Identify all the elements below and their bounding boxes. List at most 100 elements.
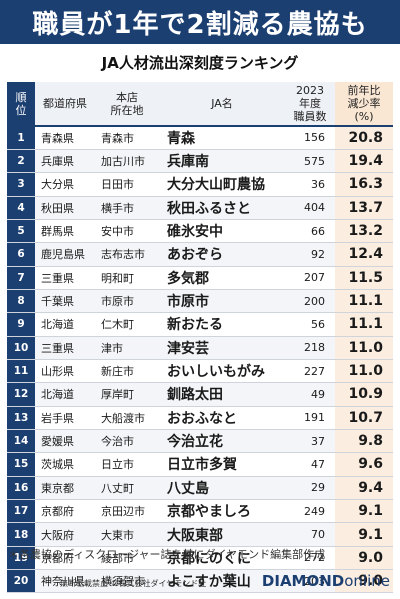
table-row: 10 三重県 津市 津安芸 218 11.0	[7, 336, 393, 360]
header-rank-line2: 位	[15, 103, 27, 117]
header-rate-line3: (%)	[354, 110, 374, 123]
rank-cell: 5	[7, 219, 35, 244]
header-staff-line2: 年度	[299, 97, 321, 110]
staff-count-cell: 207	[285, 266, 335, 290]
table-row: 4 秋田県 横手市 秋田ふるさと 404 13.7	[7, 196, 393, 220]
prefecture-cell: 青森県	[35, 126, 95, 150]
decrease-rate-cell: 11.0	[335, 336, 393, 360]
ja-name-cell: よこすか葉山	[159, 569, 285, 594]
header-city-line2: 所在地	[110, 103, 144, 117]
prefecture-cell: 岩手県	[35, 406, 95, 430]
table-row: 12 北海道 厚岸町 釧路太田 49 10.9	[7, 382, 393, 407]
table-row: 2 兵庫県 加古川市 兵庫南 575 19.4	[7, 149, 393, 174]
table-row: 15 茨城県 日立市 日立市多賀 47 9.6	[7, 452, 393, 477]
source-note: ＊各農協のディスクロージャー誌を基にダイヤモンド編集部作成	[8, 548, 326, 561]
prefecture-cell: 北海道	[35, 312, 95, 337]
head-office-cell: 大東市	[95, 522, 159, 547]
ja-name-cell: 秋田ふるさと	[159, 196, 285, 220]
ja-name-cell: 京都やましろ	[159, 499, 285, 524]
decrease-rate-cell: 19.4	[335, 149, 393, 174]
decrease-rate-cell: 9.0	[335, 569, 393, 594]
prefecture-cell: 東京都	[35, 476, 95, 501]
table-row: 11 山形県 新庄市 おいしいもがみ 227 11.0	[7, 359, 393, 384]
ja-name-cell: 八丈島	[159, 476, 285, 501]
decrease-rate-cell: 11.1	[335, 289, 393, 314]
prefecture-cell: 京都府	[35, 499, 95, 524]
prefecture-cell: 千葉県	[35, 289, 95, 314]
head-office-cell: 仁木町	[95, 312, 159, 337]
staff-count-cell: 36	[285, 172, 335, 197]
logo-suffix: online	[344, 572, 390, 590]
table-row: 8 千葉県 市原市 市原市 200 11.1	[7, 289, 393, 314]
rank-cell: 9	[7, 312, 35, 337]
staff-count-cell: 218	[285, 336, 335, 360]
prefecture-cell: 三重県	[35, 336, 95, 360]
rank-cell: 4	[7, 196, 35, 220]
decrease-rate-cell: 9.4	[335, 476, 393, 501]
prefecture-cell: 神奈川県	[35, 569, 95, 594]
staff-count-cell: 56	[285, 312, 335, 337]
head-office-cell: 八丈町	[95, 476, 159, 501]
prefecture-cell: 北海道	[35, 382, 95, 407]
ja-name-cell: 青森	[159, 126, 285, 150]
ja-name-cell: 釧路太田	[159, 382, 285, 407]
prefecture-cell: 群馬県	[35, 219, 95, 244]
header-staff-line3: 職員数	[293, 110, 327, 123]
rank-cell: 13	[7, 406, 35, 430]
table-body: 1 青森県 青森市 青森 156 20.8 2 兵庫県 加古川市 兵庫南 575 19.4 3 大分県 日田…	[7, 126, 393, 594]
table-row: 7 三重県 明和町 多気郡 207 11.5	[7, 266, 393, 290]
header-prefecture: 都道府県	[35, 82, 95, 127]
prefecture-cell: 兵庫県	[35, 149, 95, 174]
rank-cell: 7	[7, 266, 35, 290]
table-row: 18 大阪府 大東市 大阪東部 70 9.1	[7, 522, 393, 547]
ranking-table: 順 位 都道府県 本店 所在地 JA名 2023 年度 職員数 前年比 減少率 …	[7, 82, 393, 594]
ja-name-cell: 多気郡	[159, 266, 285, 290]
table-row: 14 愛媛県 今治市 今治立花 37 9.8	[7, 429, 393, 454]
head-office-cell: 明和町	[95, 266, 159, 290]
table-row: 16 東京都 八丈町 八丈島 29 9.4	[7, 476, 393, 501]
header-rank-line1: 順	[15, 90, 27, 104]
prefecture-cell: 大阪府	[35, 522, 95, 547]
rank-cell: 1	[7, 126, 35, 150]
prefecture-cell: 大分県	[35, 172, 95, 197]
head-office-cell: 安中市	[95, 219, 159, 244]
staff-count-cell: 156	[285, 126, 335, 150]
page-title: 職員が1年で2割減る農協も	[0, 0, 400, 44]
diamond-online-logo: DIAMONDonline	[262, 572, 390, 590]
ja-name-cell: 碓氷安中	[159, 219, 285, 244]
logo-main: DIAMOND	[261, 572, 345, 590]
rank-cell: 16	[7, 476, 35, 501]
head-office-cell: 市原市	[95, 289, 159, 314]
header-head-office: 本店 所在地	[95, 82, 159, 127]
staff-count-cell: 203	[285, 569, 335, 594]
staff-count-cell: 404	[285, 196, 335, 220]
rank-cell: 14	[7, 429, 35, 454]
header-rate-line1: 前年比	[347, 84, 381, 97]
copyright-credit: 無断転載禁止 ©株式会社ダイヤモンド社	[60, 579, 207, 588]
prefecture-cell: 茨城県	[35, 452, 95, 477]
staff-count-cell: 575	[285, 149, 335, 174]
rank-cell: 18	[7, 522, 35, 547]
ja-name-cell: 兵庫南	[159, 149, 285, 174]
decrease-rate-cell: 11.1	[335, 312, 393, 337]
staff-count-cell: 191	[285, 406, 335, 430]
prefecture-cell: 三重県	[35, 266, 95, 290]
ja-name-cell: 津安芸	[159, 336, 285, 360]
prefecture-cell: 鹿児島県	[35, 242, 95, 267]
decrease-rate-cell: 10.9	[335, 382, 393, 407]
head-office-cell: 青森市	[95, 126, 159, 150]
rank-cell: 3	[7, 172, 35, 197]
rank-cell: 10	[7, 336, 35, 360]
header-staff: 2023 年度 職員数	[285, 82, 335, 127]
decrease-rate-cell: 12.4	[335, 242, 393, 267]
staff-count-cell: 49	[285, 382, 335, 407]
decrease-rate-cell: 9.1	[335, 522, 393, 547]
decrease-rate-cell: 10.7	[335, 406, 393, 430]
staff-count-cell: 272	[285, 546, 335, 571]
rank-cell: 19	[7, 546, 35, 571]
table-header: 順 位 都道府県 本店 所在地 JA名 2023 年度 職員数 前年比 減少率 …	[7, 82, 393, 127]
ja-name-cell: 新おたる	[159, 312, 285, 337]
ja-name-cell: 日立市多賀	[159, 452, 285, 477]
staff-count-cell: 249	[285, 499, 335, 524]
rank-cell: 20	[7, 569, 35, 594]
